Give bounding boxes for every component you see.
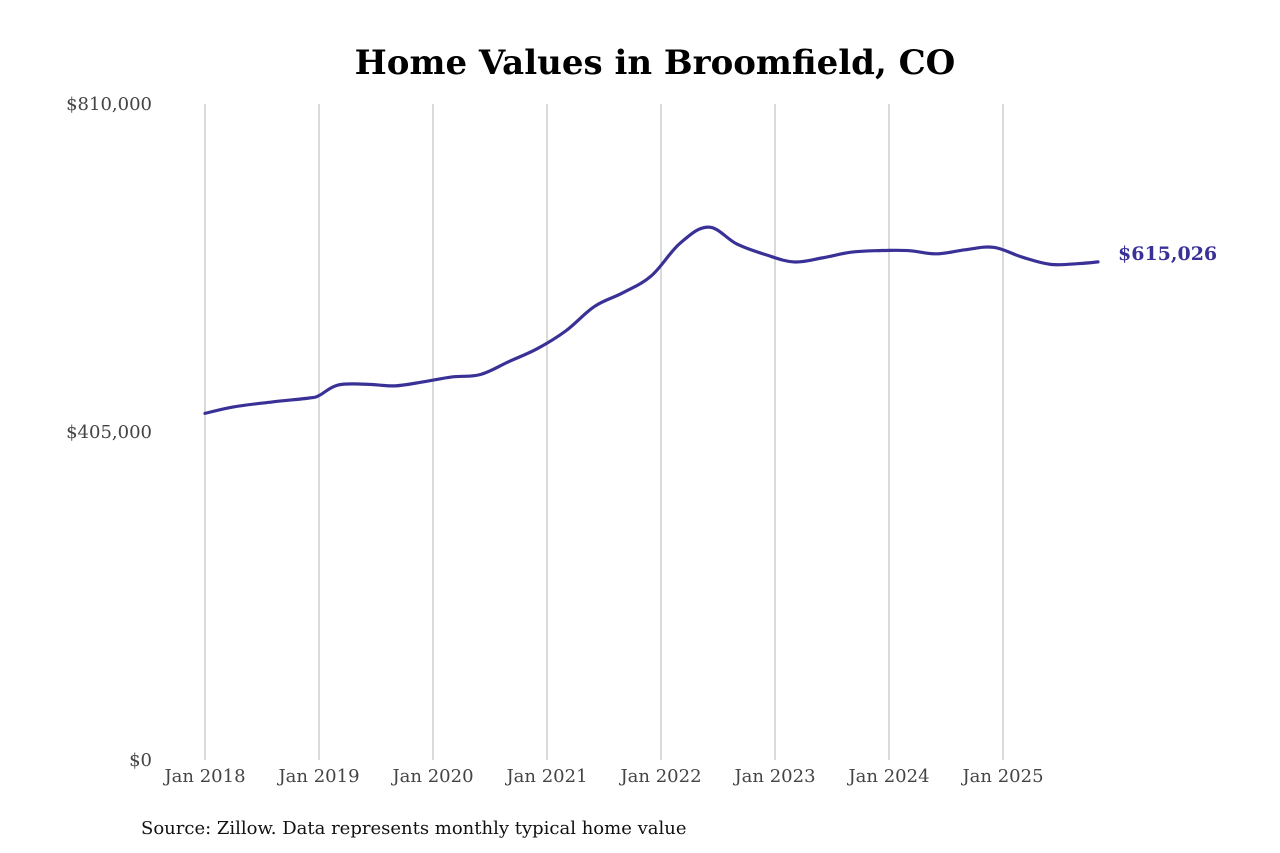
y-tick-label: $0 xyxy=(129,750,152,771)
series-line xyxy=(203,225,1100,415)
y-tick-label: $405,000 xyxy=(66,422,152,443)
x-tick-label: Jan 2024 xyxy=(846,766,929,787)
x-tick-label: Jan 2018 xyxy=(162,766,245,787)
x-tick-label: Jan 2020 xyxy=(390,766,473,787)
x-tick-label: Jan 2021 xyxy=(504,766,587,787)
y-tick-label: $810,000 xyxy=(66,94,152,115)
x-tick-label: Jan 2023 xyxy=(732,766,815,787)
x-gridlines xyxy=(204,104,1004,760)
y-axis-ticks: $0 $405,000 $810,000 xyxy=(66,94,152,771)
x-tick-label: Jan 2025 xyxy=(960,766,1043,787)
x-tick-label: Jan 2022 xyxy=(618,766,701,787)
x-tick-label: Jan 2019 xyxy=(276,766,359,787)
x-axis-ticks: Jan 2018 Jan 2019 Jan 2020 Jan 2021 Jan 2022… xyxy=(162,766,1043,787)
series-layer xyxy=(203,225,1100,415)
end-value-label: $615,026 xyxy=(1118,243,1217,265)
source-note: Source: Zillow. Data represents monthly … xyxy=(141,818,687,839)
chart-title: Home Values in Broomfield, CO xyxy=(355,43,956,83)
